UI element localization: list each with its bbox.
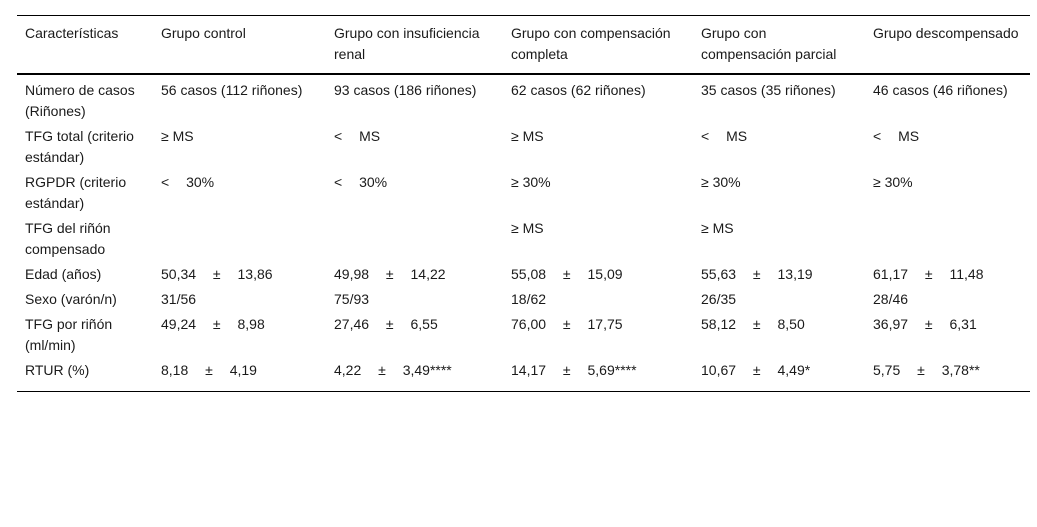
table-cell: 75/93 [334,291,370,307]
table-cell: < MS [873,128,920,144]
table-cell: 93 casos (186 riñones) [334,82,477,98]
row-label: Número de casos (Riñones) [25,82,135,119]
row-label: TFG del riñón compensado [25,220,111,257]
table-cell: 58,12 ± 8,50 [701,316,805,332]
table-row: Edad (años) 50,34 ± 13,86 49,98 ± 14,22 55,… [17,262,1030,287]
table-cell: ≥ MS [161,128,194,144]
table-cell [865,216,1030,262]
column-header: Grupo control [161,25,246,41]
table-cell: 55,63 ± 13,19 [701,266,813,282]
table-cell: 5,75 ± 3,78** [873,362,980,378]
table-header: Características Grupo control Grupo con in… [17,15,1030,74]
table-cell: 27,46 ± 6,55 [334,316,438,332]
table-cell: ≥ 30% [873,174,913,190]
column-header: Grupo descompensado [873,25,1019,41]
table-cell: 18/62 [511,291,547,307]
table-cell: 8,18 ± 4,19 [161,362,257,378]
table-cell: < 30% [161,174,215,190]
table-cell: 49,24 ± 8,98 [161,316,265,332]
table-cell: 4,22 ± 3,49**** [334,362,452,378]
table-row: TFG por riñón (ml/min) 49,24 ± 8,98 27,46 … [17,312,1030,358]
table-cell: 26/35 [701,291,737,307]
table-body: Número de casos (Riñones) 56 casos (112 r… [17,74,1030,392]
table-cell: ≥ MS [511,220,544,236]
table-cell: < MS [334,128,381,144]
table-cell: 76,00 ± 17,75 [511,316,623,332]
table-row: TFG del riñón compensado ≥ MS ≥ MS [17,216,1030,262]
table-row: Número de casos (Riñones) 56 casos (112 r… [17,74,1030,124]
table-cell: 49,98 ± 14,22 [334,266,446,282]
table-cell: 31/56 [161,291,197,307]
row-label: RTUR (%) [25,362,90,378]
table-cell: 55,08 ± 15,09 [511,266,623,282]
column-header: Características [25,25,119,41]
table-cell: ≥ 30% [511,174,551,190]
table-cell: ≥ 30% [701,174,741,190]
row-label: TFG por riñón (ml/min) [25,316,113,353]
row-label: RGPDR (criterio estándar) [25,174,127,211]
table-cell: 35 casos (35 riñones) [701,82,836,98]
row-label: Sexo (varón/n) [25,291,117,307]
table-cell: 61,17 ± 11,48 [873,266,984,282]
table-row: RGPDR (criterio estándar) < 30% < 30% ≥ 30%… [17,170,1030,216]
characteristics-table: Características Grupo control Grupo con in… [17,15,1030,392]
table-cell: 56 casos (112 riñones) [161,82,303,98]
table-row: Sexo (varón/n) 31/56 75/93 18/62 26/35 28/46 [17,287,1030,312]
column-header: Grupo con insuficiencia renal [334,25,480,62]
table-cell: 10,67 ± 4,49* [701,362,811,378]
table-cell: 28/46 [873,291,909,307]
header-row: Características Grupo control Grupo con in… [17,15,1030,74]
table-cell: 50,34 ± 13,86 [161,266,273,282]
row-label: Edad (años) [25,266,102,282]
table-cell: < 30% [334,174,388,190]
table-cell: 14,17 ± 5,69**** [511,362,637,378]
column-header: Grupo con compensación completa [511,25,671,62]
table-cell: 62 casos (62 riñones) [511,82,646,98]
column-header: Grupo con compensación parcial [701,25,837,62]
table-cell: < MS [701,128,748,144]
table-cell: ≥ MS [511,128,544,144]
table-cell [153,216,326,262]
table-row: RTUR (%) 8,18 ± 4,19 4,22 ± 3,49**** 14,17 … [17,358,1030,392]
table-cell: 36,97 ± 6,31 [873,316,977,332]
row-label: TFG total (criterio estándar) [25,128,134,165]
table-cell: ≥ MS [701,220,734,236]
table-cell [326,216,503,262]
table-row: TFG total (criterio estándar) ≥ MS < MS ≥ M… [17,124,1030,170]
table-cell: 46 casos (46 riñones) [873,82,1008,98]
